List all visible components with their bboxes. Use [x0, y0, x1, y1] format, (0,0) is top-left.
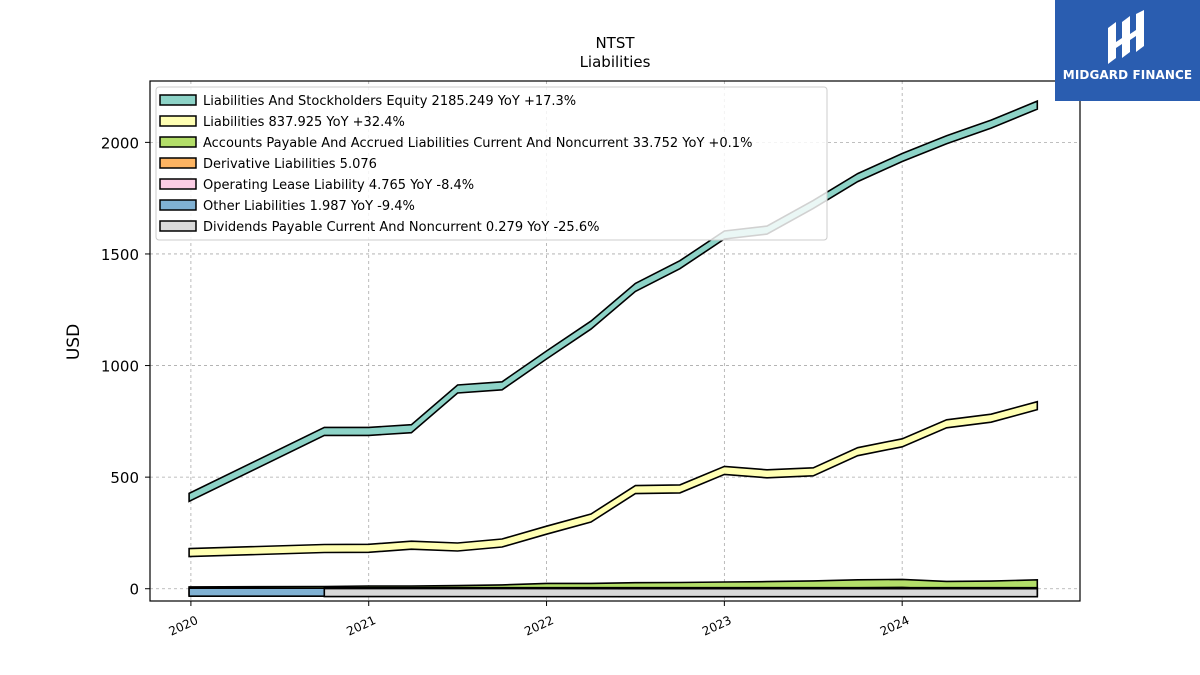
legend-label-3: Derivative Liabilities 5.076	[203, 157, 377, 172]
legend-frame	[155, 86, 828, 241]
x-tick-label-0: 2020	[167, 613, 201, 639]
legend-label-4: Operating Lease Liability 4.765 YoY -8.4…	[203, 178, 474, 193]
legend: Liabilities And Stockholders Equity 2185…	[155, 86, 828, 241]
plot-frame	[149, 80, 1081, 602]
series-6	[323, 587, 1039, 598]
legend-swatch-1	[159, 115, 197, 127]
chart-title: NTST	[595, 34, 635, 52]
y-axis-label: USD	[64, 324, 84, 360]
legend-label-2: Accounts Payable And Accrued Liabilities…	[203, 136, 752, 151]
y-tick-label-4: 2000	[101, 134, 139, 152]
logo-text: MIDGARD FINANCE	[1062, 68, 1193, 82]
series-band-1	[188, 400, 1039, 558]
x-tick-label-2: 2022	[522, 613, 556, 639]
series-band-5	[188, 587, 326, 598]
legend-swatch-0	[159, 94, 197, 106]
y-tick-label-0: 0	[129, 581, 139, 599]
legend-swatch-5	[159, 199, 197, 211]
legend-swatch-2	[159, 136, 197, 148]
y-tick-label-2: 1000	[101, 358, 139, 376]
legend-label-1: Liabilities 837.925 YoY +32.4%	[203, 115, 405, 130]
x-tick-label-3: 2023	[700, 613, 734, 639]
legend-swatch-3	[159, 157, 197, 169]
brand-logo: MIDGARD FINANCE	[1055, 0, 1200, 101]
series-band-6	[323, 587, 1039, 598]
x-tick-label-4: 2024	[878, 613, 912, 639]
midgard-logo-icon	[1108, 10, 1144, 64]
legend-label-5: Other Liabilities 1.987 YoY -9.4%	[203, 199, 415, 214]
series-5	[188, 587, 326, 598]
legend-label-0: Liabilities And Stockholders Equity 2185…	[203, 94, 576, 109]
series-1	[188, 400, 1039, 558]
legend-label-6: Dividends Payable Current And Noncurrent…	[203, 220, 599, 235]
x-tick-label-1: 2021	[344, 613, 378, 639]
y-tick-label-1: 500	[110, 469, 139, 487]
legend-swatch-4	[159, 178, 197, 190]
legend-swatch-6	[159, 220, 197, 232]
y-tick-label-3: 1500	[101, 246, 139, 264]
chart-subtitle: Liabilities	[580, 53, 651, 71]
